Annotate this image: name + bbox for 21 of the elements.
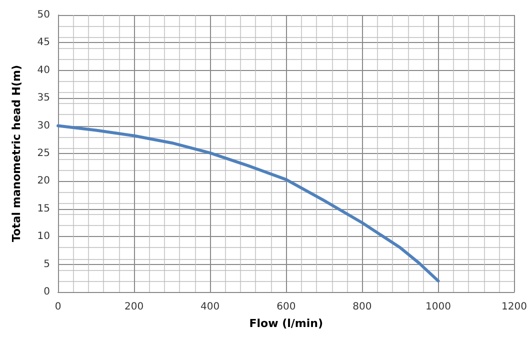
y-tick-label: 40 — [37, 64, 50, 76]
y-tick-label: 50 — [37, 10, 50, 20]
x-axis-title: Flow (l/min) — [249, 317, 324, 330]
y-tick-label: 15 — [37, 203, 50, 214]
y-tick-label: 25 — [37, 148, 50, 159]
y-tick-label: 0 — [44, 286, 50, 298]
y-tick-label: 10 — [37, 231, 50, 242]
y-tick-label: 30 — [37, 120, 50, 132]
x-tick-label: 600 — [276, 302, 296, 312]
y-tick-label: 5 — [44, 258, 50, 270]
x-tick-label: 0 — [54, 302, 62, 312]
y-tick-label: 45 — [37, 37, 50, 48]
x-tick-label: 1200 — [502, 302, 527, 312]
x-tick-label: 1000 — [426, 302, 451, 312]
y-tick-label: 35 — [37, 92, 50, 104]
x-tick-label: 200 — [124, 302, 144, 312]
x-tick-label: 400 — [200, 302, 220, 312]
y-axis-title: Total manometric head H(m) — [10, 64, 23, 242]
y-tick-label: 20 — [37, 176, 50, 187]
x-tick-label: 800 — [352, 302, 372, 312]
line-series — [56, 124, 440, 282]
